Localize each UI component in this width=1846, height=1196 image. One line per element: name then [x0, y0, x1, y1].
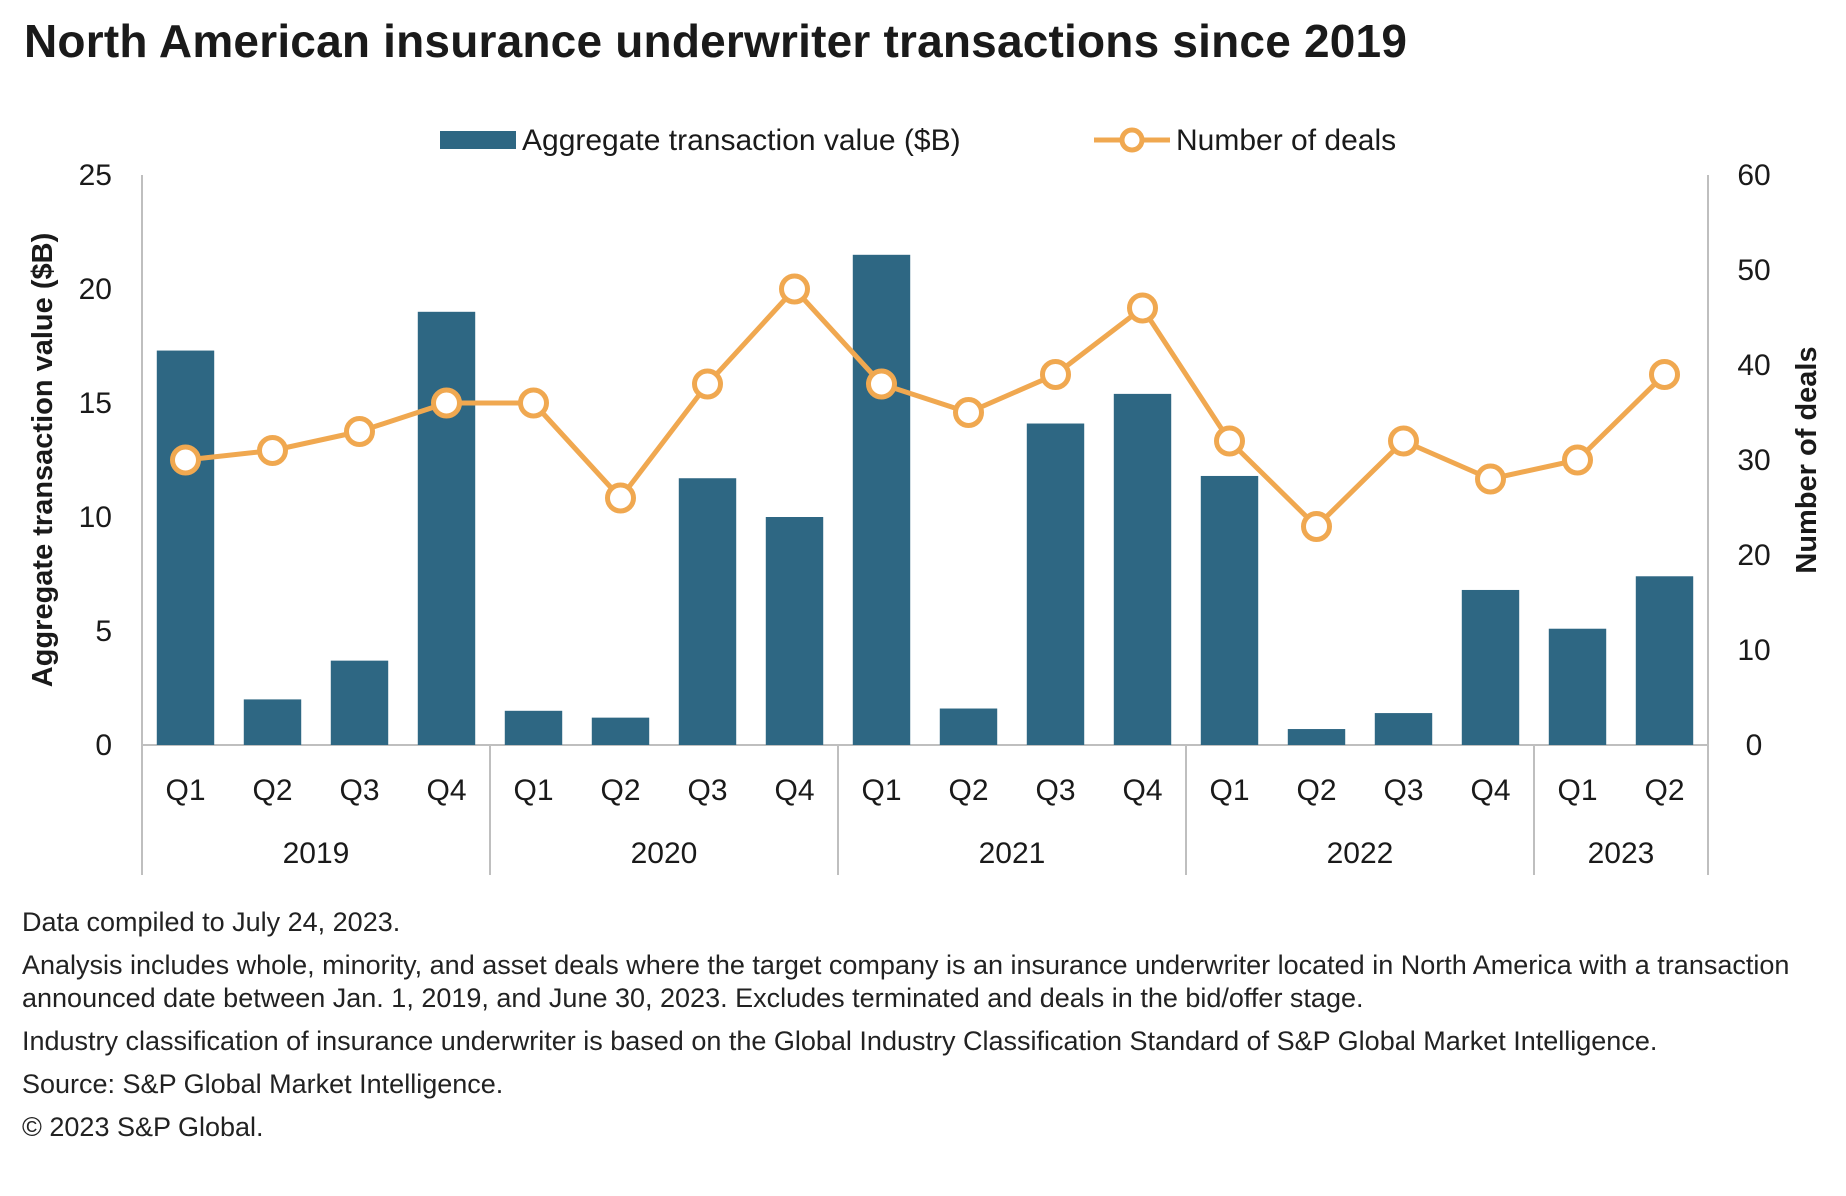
x-tick-label: Q3 — [1383, 774, 1423, 807]
bar — [1200, 475, 1259, 745]
year-label: 2021 — [979, 837, 1046, 870]
x-tick-label: Q1 — [513, 774, 553, 807]
deals-point — [257, 435, 288, 466]
y-tick-label: 20 — [79, 273, 112, 306]
year-label: 2023 — [1588, 837, 1655, 870]
bar — [852, 254, 911, 746]
y2-axis-title: Number of deals — [1791, 346, 1823, 573]
chart-title: North American insurance underwriter tra… — [24, 15, 1408, 67]
bar — [504, 710, 563, 745]
x-tick-label: Q4 — [1470, 774, 1510, 807]
bar — [1635, 576, 1694, 745]
deals-point — [1388, 425, 1419, 457]
deals-point — [1040, 359, 1071, 390]
y-tick-label: 5 — [95, 615, 112, 648]
bar — [1026, 423, 1085, 745]
year-label: 2022 — [1327, 837, 1394, 870]
deals-point — [605, 482, 636, 514]
year-label: 2020 — [631, 837, 698, 870]
bar — [156, 350, 215, 745]
y2-tick-label: 20 — [1737, 539, 1770, 572]
deals-point — [1562, 444, 1593, 476]
x-tick-label: Q1 — [1557, 774, 1597, 807]
y-tick-label: 15 — [79, 387, 112, 420]
y-tick-label: 10 — [79, 501, 112, 534]
x-tick-label: Q4 — [1122, 774, 1162, 807]
year-label: 2019 — [283, 837, 350, 870]
x-tick-label: Q2 — [948, 774, 988, 807]
y2-tick-label: 30 — [1737, 444, 1770, 477]
bar — [678, 478, 737, 745]
note-copyright: © 2023 S&P Global. — [22, 1112, 264, 1142]
x-tick-label: Q3 — [1035, 774, 1075, 807]
deals-point — [431, 387, 462, 419]
y2-tick-label: 10 — [1737, 634, 1770, 667]
deals-point — [866, 368, 897, 400]
bar — [243, 699, 302, 745]
x-tick-label: Q1 — [1209, 774, 1249, 807]
deals-point — [1127, 292, 1158, 324]
bar — [765, 517, 824, 745]
bar — [1287, 729, 1346, 745]
note-analysis: Analysis includes whole, minority, and a… — [22, 950, 1790, 1013]
legend-label-bars: Aggregate transaction value ($B) — [522, 124, 961, 157]
bar — [591, 717, 650, 745]
y2-tick-label: 60 — [1737, 159, 1770, 192]
x-tick-label: Q4 — [426, 774, 466, 807]
x-tick-label: Q4 — [774, 774, 814, 807]
deals-point — [170, 444, 201, 476]
note-classification: Industry classification of insurance und… — [22, 1026, 1658, 1056]
y-tick-label: 25 — [79, 159, 112, 192]
combo-chart: Aggregate transaction value ($B) Number o… — [27, 124, 1823, 875]
bar — [1374, 713, 1433, 745]
deals-point — [1475, 463, 1506, 495]
bar — [1461, 589, 1520, 745]
x-tick-label: Q3 — [687, 774, 727, 807]
x-tick-label: Q1 — [165, 774, 205, 807]
deals-point — [344, 416, 375, 447]
note-source: Source: S&P Global Market Intelligence. — [22, 1069, 504, 1099]
y2-tick-label: 40 — [1737, 349, 1770, 382]
deals-point — [1301, 511, 1332, 542]
deals-line — [185, 286, 1667, 529]
deals-point — [1649, 359, 1680, 390]
note-data-compiled: Data compiled to July 24, 2023. — [22, 907, 401, 937]
y-axis-title: Aggregate transaction value ($B) — [27, 233, 59, 687]
legend-label-line: Number of deals — [1176, 124, 1396, 157]
x-tick-label: Q1 — [861, 774, 901, 807]
deals-point — [1214, 425, 1245, 457]
deals-point — [692, 368, 723, 400]
y2-tick-label: 0 — [1746, 729, 1763, 762]
x-tick-label: Q2 — [252, 774, 292, 807]
bar — [330, 660, 389, 745]
x-tick-label: Q2 — [1644, 774, 1684, 807]
legend-marker-line — [1119, 127, 1145, 153]
deals-point — [518, 387, 549, 419]
legend-swatch-bars — [440, 131, 516, 149]
y-tick-label: 0 — [95, 729, 112, 762]
deals-point — [953, 397, 984, 428]
bar — [1548, 628, 1607, 745]
bar — [939, 708, 998, 745]
y2-tick-label: 50 — [1737, 254, 1770, 287]
bar — [417, 311, 476, 745]
x-tick-label: Q2 — [1296, 774, 1336, 807]
x-tick-label: Q2 — [600, 774, 640, 807]
deals-point — [779, 273, 810, 305]
notes: Data compiled to July 24, 2023. Analysis… — [22, 906, 1832, 1154]
bar — [1113, 393, 1172, 745]
x-tick-label: Q3 — [339, 774, 379, 807]
